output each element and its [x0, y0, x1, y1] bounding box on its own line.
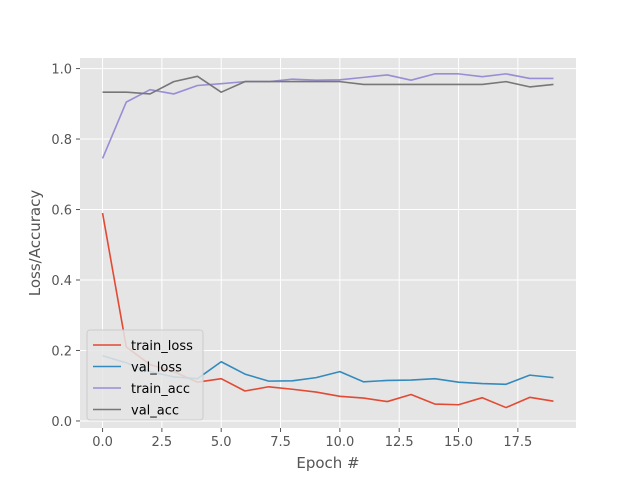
x-tick-label: 7.5: [270, 435, 291, 450]
legend-label: train_acc: [131, 382, 190, 397]
series-line-val-acc: [102, 75, 554, 95]
y-axis-label: Loss/Accuracy: [26, 190, 44, 297]
x-tick-label: 0.0: [92, 435, 113, 450]
x-tick-label: 2.5: [152, 435, 173, 450]
y-tick-label: 0.6: [51, 204, 72, 219]
legend-label: val_acc: [131, 404, 179, 419]
y-tick-label: 0.0: [51, 415, 72, 430]
legend: train_loss val_loss train_acc val_acc: [86, 329, 204, 421]
grid-lines: [80, 58, 576, 428]
x-axis-label: Epoch #: [296, 454, 359, 472]
legend-label: val_loss: [131, 361, 182, 376]
x-tick-label: 5.0: [211, 435, 232, 450]
y-tick-label: 0.2: [51, 344, 72, 359]
axis-ticks: 0.0 2.5 5.0 7.5 10.0 12.5 15.0 17.5 0.0 0.2 0.4 0.6…: [51, 63, 532, 450]
y-tick-label: 1.0: [51, 63, 72, 78]
x-tick-label: 12.5: [385, 435, 414, 450]
x-tick-label: 17.5: [503, 435, 532, 450]
y-tick-label: 0.4: [51, 274, 72, 289]
legend-box: [86, 329, 204, 421]
x-tick-label: 15.0: [444, 435, 473, 450]
x-tick-label: 10.0: [325, 435, 354, 450]
y-tick-label: 0.8: [51, 133, 72, 148]
series-line-train-acc: [101, 73, 554, 159]
legend-label: train_loss: [131, 339, 193, 354]
